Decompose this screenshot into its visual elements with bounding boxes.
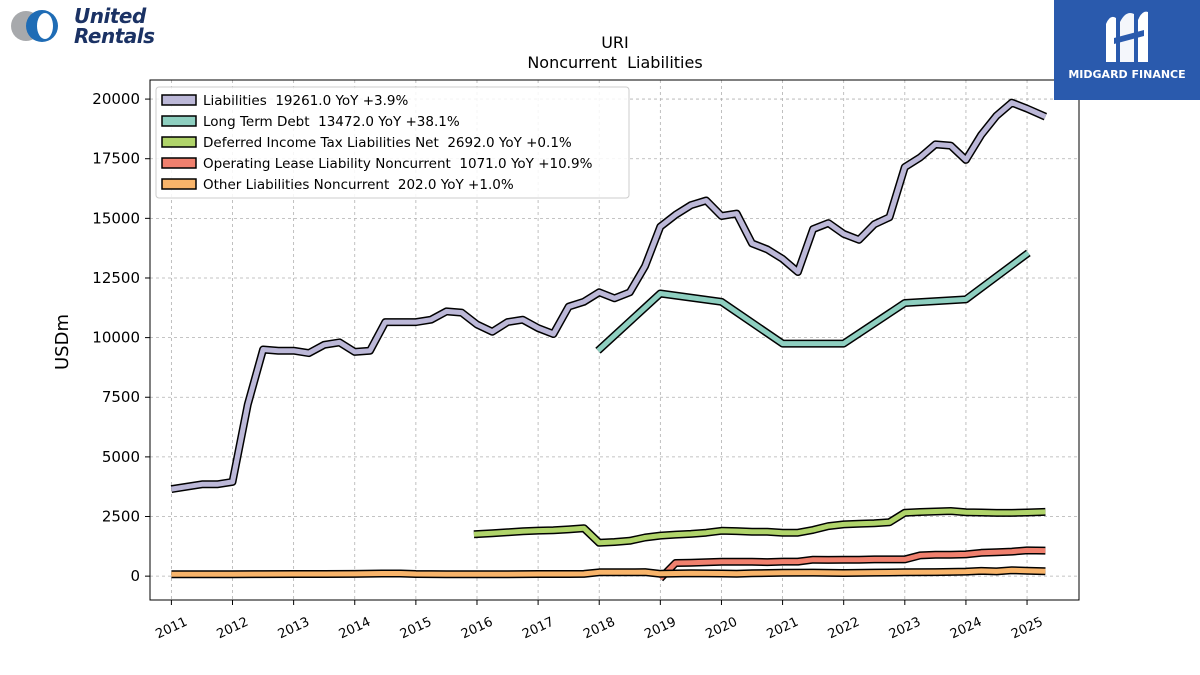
- legend-swatch: [161, 115, 197, 127]
- chart-title: URI: [601, 33, 629, 52]
- x-tick-label: 2013: [276, 615, 312, 643]
- x-tick-label: 2015: [398, 615, 434, 643]
- y-tick-label: 10000: [92, 329, 140, 347]
- series-stroke: [171, 567, 1046, 577]
- series-lines: [170, 98, 1048, 582]
- y-axis-label: USDm: [52, 314, 73, 370]
- x-tick-label: 2014: [337, 615, 373, 643]
- midgard-logo-text: MIDGARD FINANCE: [1068, 68, 1186, 81]
- series-line-2: [595, 249, 1031, 354]
- x-tick-label: 2011: [153, 615, 189, 643]
- y-tick-label: 7500: [102, 388, 140, 406]
- series-line-4: [657, 546, 1046, 582]
- legend-item: Other Liabilities Noncurrent 202.0 YoY +…: [161, 177, 514, 193]
- logo-line-2: Rentals: [74, 24, 155, 48]
- y-tick-label: 2500: [102, 508, 140, 526]
- legend-label: Long Term Debt 13472.0 YoY +38.1%: [203, 114, 460, 130]
- series-stroke: [596, 250, 1030, 353]
- plot-frame: [149, 79, 1080, 601]
- legend-label: Deferred Income Tax Liabilities Net 2692…: [203, 135, 572, 151]
- united-rentals-logo: United Rentals: [6, 6, 166, 50]
- legend-item: Deferred Income Tax Liabilities Net 2692…: [161, 135, 572, 151]
- legend-label: Liabilities 19261.0 YoY +3.9%: [203, 93, 408, 109]
- series-stroke: [473, 508, 1046, 546]
- legend-swatch: [161, 157, 197, 169]
- legend-item: Operating Lease Liability Noncurrent 107…: [161, 156, 593, 172]
- legend-item: Long Term Debt 13472.0 YoY +38.1%: [161, 114, 460, 130]
- legend-swatch: [161, 136, 197, 148]
- y-tick-label: 15000: [92, 209, 140, 227]
- legend-item: Liabilities 19261.0 YoY +3.9%: [161, 93, 408, 109]
- series-stroke: [171, 100, 1047, 492]
- midgard-logo-mark: [1106, 11, 1148, 62]
- series-outline: [473, 507, 1046, 547]
- x-tick-label: 2018: [581, 615, 617, 643]
- logo-line-1: United: [74, 4, 146, 28]
- legend: Liabilities 19261.0 YoY +3.9% Long Term D…: [155, 86, 630, 199]
- y-tick-label: 12500: [92, 269, 140, 287]
- midgard-finance-logo: MIDGARD FINANCE: [1054, 0, 1200, 100]
- legend-label: Operating Lease Liability Noncurrent 107…: [203, 156, 593, 172]
- legend-swatch: [161, 94, 197, 106]
- series-stroke: [658, 547, 1046, 581]
- y-tick-label: 17500: [92, 150, 140, 168]
- x-tick-label: 2016: [459, 615, 495, 643]
- x-tick-label: 2019: [642, 615, 678, 643]
- legend-label: Other Liabilities Noncurrent 202.0 YoY +…: [203, 177, 514, 193]
- x-tick-label: 2020: [704, 615, 740, 643]
- series-line-1: [170, 98, 1048, 494]
- x-tick-label: 2012: [215, 615, 251, 643]
- legend-swatch: [161, 178, 197, 190]
- legend-box: [155, 86, 630, 199]
- chart-subtitle: Noncurrent Liabilities: [527, 53, 702, 72]
- x-tick-label: 2022: [826, 615, 862, 643]
- x-tick-label: 2025: [1009, 615, 1045, 643]
- x-tick-label: 2024: [948, 615, 984, 643]
- y-tick-label: 0: [130, 567, 140, 585]
- series-line-3: [473, 507, 1046, 547]
- x-tick-label: 2023: [887, 615, 923, 643]
- y-tick-label: 5000: [102, 448, 140, 466]
- series-line-5: [171, 566, 1046, 579]
- y-tick-label: 20000: [92, 90, 140, 108]
- x-tick-label: 2021: [765, 615, 801, 643]
- x-tick-label: 2017: [520, 615, 556, 643]
- united-rentals-logo-mark: [11, 10, 58, 42]
